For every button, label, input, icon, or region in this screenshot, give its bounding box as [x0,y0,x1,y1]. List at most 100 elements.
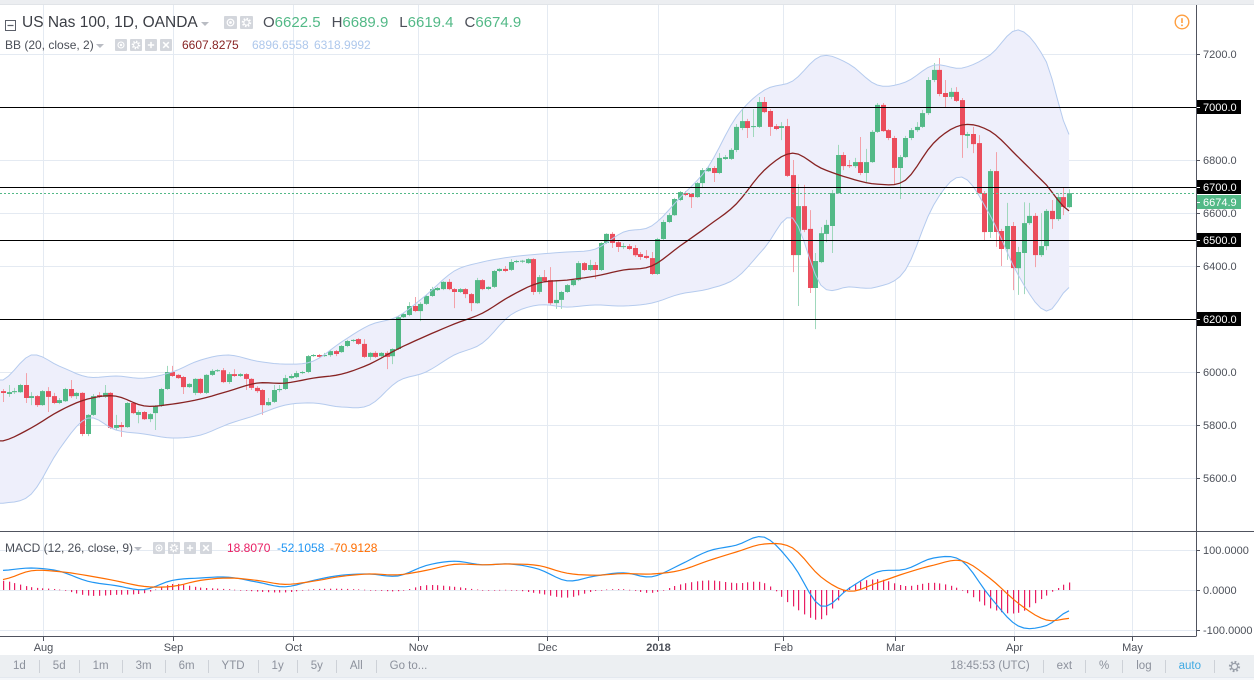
macd-histogram-bar [595,590,597,591]
candle-up [12,391,17,393]
candle-down [24,385,29,398]
candle-down [447,281,452,290]
macd-histogram-bar [82,590,84,595]
candle-up [306,356,311,372]
macd-settings-button[interactable] [168,542,180,554]
macd-histogram-bar [133,590,135,595]
range-6m-button[interactable]: 6m [178,660,195,672]
candle-up [514,261,519,263]
macd-add-button[interactable] [184,542,196,554]
clock-display[interactable]: 18:45:53 (UTC) [950,660,1030,672]
macd-histogram-bar [296,590,298,592]
candle-down [1011,226,1016,269]
candle-up [1022,223,1027,253]
range-1d-button[interactable]: 1d [13,660,26,672]
candle-up [328,351,333,356]
time-axis[interactable]: Aug Sep Oct Nov Dec 2018 Feb Mar Apr May [34,637,1144,654]
log-scale-toggle[interactable]: log [1136,660,1152,672]
macd-histogram-bar [54,589,56,590]
macd-histogram-bar [1052,590,1054,592]
range-ytd-button[interactable]: YTD [221,660,245,672]
macd-histogram-bar [71,590,73,593]
alert-icon[interactable] [1174,14,1190,30]
range-5y-button[interactable]: 5y [310,660,323,672]
macd-histogram-bar [65,590,67,591]
horizontal-line-drawings[interactable] [0,107,1196,320]
bb-lower-line [0,176,1070,504]
candle-up [875,104,880,132]
macd-histogram-bar [415,587,417,590]
macd-histogram-bar [1018,590,1020,613]
macd-histogram-bar [189,585,191,590]
macd-histogram-bar [973,590,975,598]
macd-histogram-bar [685,583,687,590]
macd-histogram-bar [330,588,332,590]
macd-histogram-bar [274,590,276,593]
macd-histogram-bar [663,590,665,591]
macd-histogram-bar [567,590,569,598]
chart-canvas[interactable]: 7200.0 7000.0 6800.0 6600.0 6400.0 6200.0 6000… [0,0,1254,655]
macd-histogram-bar [9,581,11,590]
macd-remove-button[interactable] [200,542,212,554]
candle-up [435,288,440,291]
macd-legend-title[interactable]: MACD (12, 26, close, 9) [5,541,134,555]
bb-remove-button[interactable] [160,39,172,51]
bollinger-band-lines [0,29,1070,504]
time-tick-label: Mar [886,642,905,654]
macd-histogram-bar [76,590,78,594]
range-3m-button[interactable]: 3m [135,660,152,672]
macd-histogram-bar [437,585,439,590]
chevron-down-icon[interactable] [201,22,209,26]
macd-histogram-bar [996,590,998,611]
chevron-down-icon[interactable] [96,44,104,48]
chevron-down-icon[interactable] [134,547,142,551]
extended-hours-toggle[interactable]: ext [1056,660,1073,672]
candle-up [853,162,858,167]
macd-histogram-bar [223,588,225,590]
macd-histogram-bar [832,590,834,609]
candle-down [356,339,361,344]
chart-settings-button[interactable] [1215,655,1254,677]
candle-down [785,126,790,176]
macd-histogram-bar [37,587,39,590]
candle-down [548,280,553,304]
candle-up [300,372,305,374]
series-settings-button[interactable] [240,16,253,29]
candle-up [949,91,954,97]
macd-histogram-bar [1013,590,1015,614]
macd-histogram-bar [821,590,823,620]
go-to-date-button[interactable]: Go to... [389,660,428,672]
gear-icon [169,543,179,553]
gear-icon [1228,660,1241,673]
bollinger-legend-title[interactable]: BB (20, close, 2) [5,38,94,52]
macd-histogram-bar [793,590,795,607]
range-1y-button[interactable]: 1y [271,660,284,672]
candle-down [176,374,181,379]
collapse-icon[interactable] [5,18,16,31]
range-all-button[interactable]: All [349,660,363,672]
candle-down [249,378,254,388]
candle-down [808,228,813,288]
price-axis[interactable]: 7200.0 7000.0 6800.0 6600.0 6400.0 6200.0 6000… [1197,49,1253,637]
candle-up [740,121,745,128]
candle-down [531,259,536,292]
bb-settings-button[interactable] [130,39,142,51]
candle-down [69,389,74,397]
candle-down [627,246,632,249]
bb-visibility-button[interactable] [115,39,127,51]
percent-scale-toggle[interactable]: % [1099,660,1110,672]
macd-visibility-button[interactable] [153,542,165,554]
candle-down [960,100,965,136]
series-visibility-button[interactable] [224,16,237,29]
macd-histogram-bar [42,588,44,590]
candle-up [751,126,756,128]
range-5d-button[interactable]: 5d [52,660,66,672]
macd-histogram-bar [612,589,614,590]
macd-histogram-bar [928,582,930,590]
macd-histogram-bar [257,590,259,592]
auto-scale-toggle[interactable]: auto [1178,660,1201,672]
bb-add-button[interactable] [145,39,157,51]
range-1m-button[interactable]: 1m [92,660,109,672]
candle-up [136,412,141,415]
macd-histogram-bar [691,582,693,590]
